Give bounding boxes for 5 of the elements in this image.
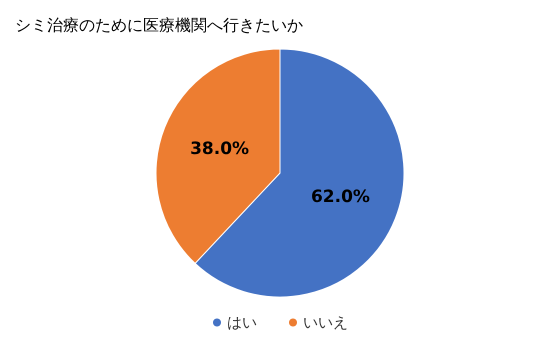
- legend-label: いいえ: [303, 314, 348, 332]
- data-label: 62.0%: [310, 186, 370, 207]
- legend-label: はい: [227, 314, 257, 332]
- data-label: 38.0%: [190, 139, 250, 160]
- chart-title: シミ治療のために医療機関へ行きたいか: [15, 16, 303, 34]
